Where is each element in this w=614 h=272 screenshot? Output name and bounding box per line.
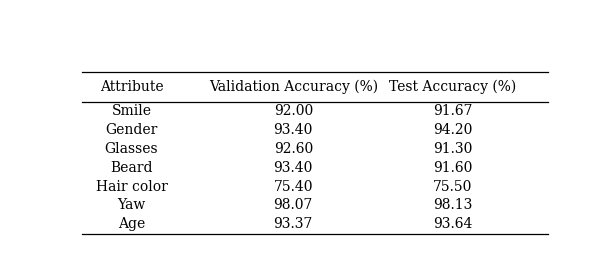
Text: 92.00: 92.00: [274, 104, 313, 118]
Text: 98.07: 98.07: [274, 199, 313, 212]
Text: Validation Accuracy (%): Validation Accuracy (%): [209, 80, 378, 94]
Text: Gender: Gender: [105, 123, 158, 137]
Text: Beard: Beard: [111, 161, 153, 175]
Text: 75.40: 75.40: [273, 180, 313, 194]
Text: Smile: Smile: [112, 104, 152, 118]
Text: Age: Age: [118, 217, 145, 231]
Text: Hair color: Hair color: [96, 180, 168, 194]
Text: Attribute: Attribute: [99, 80, 163, 94]
Text: 93.37: 93.37: [274, 217, 313, 231]
Text: 91.60: 91.60: [433, 161, 472, 175]
Text: 93.40: 93.40: [274, 123, 313, 137]
Text: 93.40: 93.40: [274, 161, 313, 175]
Text: 98.13: 98.13: [433, 199, 472, 212]
Text: Test Accuracy (%): Test Accuracy (%): [389, 80, 516, 94]
Text: 94.20: 94.20: [433, 123, 472, 137]
Text: 93.64: 93.64: [433, 217, 472, 231]
Text: 92.60: 92.60: [274, 142, 313, 156]
Text: 91.67: 91.67: [433, 104, 472, 118]
Text: 75.50: 75.50: [433, 180, 472, 194]
Text: Yaw: Yaw: [117, 199, 146, 212]
Text: 91.30: 91.30: [433, 142, 472, 156]
Text: Glasses: Glasses: [104, 142, 158, 156]
